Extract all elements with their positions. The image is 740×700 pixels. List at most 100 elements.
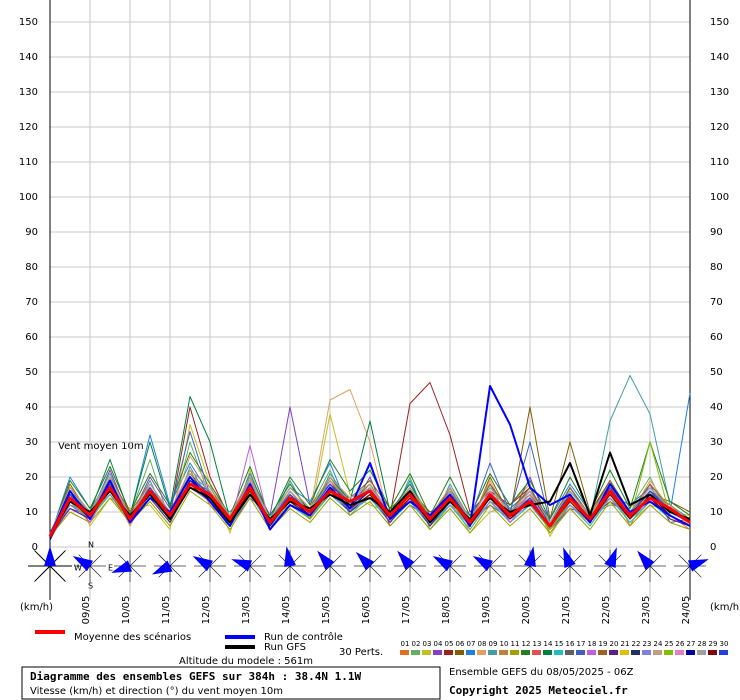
legend-label: 27 xyxy=(687,640,696,648)
wind-arrow xyxy=(231,559,253,572)
legend-swatch xyxy=(510,650,519,655)
wind-arrow xyxy=(151,560,173,575)
x-tick-label: 22/05 xyxy=(601,596,612,625)
x-tick-label: 17/05 xyxy=(401,596,412,625)
y-tick-label: 50 xyxy=(25,367,38,378)
legend-label: 02 xyxy=(412,640,421,648)
wind-ray xyxy=(129,565,142,578)
legend-swatch xyxy=(609,650,618,655)
legend-label: 17 xyxy=(577,640,586,648)
y-tick-label: 130 xyxy=(710,87,729,98)
y-tick-label: 30 xyxy=(710,437,723,448)
compass-label: W xyxy=(74,564,82,573)
y-tick-label: 80 xyxy=(25,262,38,273)
y-tick-label: 150 xyxy=(710,17,729,28)
x-tick-label: 14/05 xyxy=(281,596,292,625)
y-unit: (km/h) xyxy=(710,602,740,613)
wind-arrow xyxy=(111,560,133,573)
legend-label: 13 xyxy=(533,640,542,648)
wind-ray xyxy=(609,565,622,578)
wind-ray xyxy=(89,565,102,578)
wind-arrow xyxy=(317,550,335,570)
x-tick-label: 16/05 xyxy=(361,596,372,625)
legend-label: 07 xyxy=(467,640,476,648)
wind-ray xyxy=(558,565,571,578)
legend-label: Run de contrôle xyxy=(264,631,343,643)
y-tick-label: 60 xyxy=(25,332,38,343)
y-tick-label: 40 xyxy=(25,402,38,413)
legend-label: 30 xyxy=(720,640,729,648)
x-tick-label: 21/05 xyxy=(561,596,572,625)
legend-label: 26 xyxy=(676,640,685,648)
copyright: Copyright 2025 Meteociel.fr xyxy=(449,684,628,697)
y-tick-label: 0 xyxy=(32,542,38,553)
legend-swatch xyxy=(719,650,728,655)
wind-arrow xyxy=(44,546,56,566)
x-tick-label: 09/05 xyxy=(81,596,92,625)
series-line xyxy=(48,482,691,538)
legend-label: 01 xyxy=(401,640,410,648)
legend-swatch xyxy=(675,650,684,655)
legend-label: 04 xyxy=(434,640,443,648)
legend-swatch xyxy=(521,650,530,655)
legend-label: Moyenne des scénarios xyxy=(74,631,191,643)
legend-swatch xyxy=(631,650,640,655)
wind-arrow xyxy=(72,556,93,572)
x-tick-label: 18/05 xyxy=(441,596,452,625)
wind-arrow xyxy=(432,556,453,572)
wind-ray xyxy=(649,565,662,578)
wind-ray xyxy=(129,554,142,567)
x-tick-label: 20/05 xyxy=(521,596,532,625)
title-box xyxy=(21,666,441,700)
legend-label: 18 xyxy=(588,640,597,648)
wind-ray xyxy=(329,565,342,578)
x-tick-label: 11/05 xyxy=(161,596,172,625)
wind-ray xyxy=(249,554,262,567)
y-tick-label: 110 xyxy=(710,157,729,168)
legend-label: 15 xyxy=(555,640,564,648)
wind-ray xyxy=(569,565,582,578)
wind-arrow xyxy=(604,547,617,569)
x-tick-label: 12/05 xyxy=(201,596,212,625)
y-tick-label: 70 xyxy=(25,297,38,308)
y-tick-label: 140 xyxy=(19,52,38,63)
legend-swatch xyxy=(708,650,717,655)
x-tick-label: 23/05 xyxy=(641,596,652,625)
legend-swatch xyxy=(488,650,497,655)
legend-label: 14 xyxy=(544,640,553,648)
y-tick-label: 50 xyxy=(710,367,723,378)
y-tick-label: 10 xyxy=(25,507,38,518)
wind-arrow xyxy=(397,550,415,570)
legend-label: 16 xyxy=(566,640,575,648)
y-tick-label: 90 xyxy=(710,227,723,238)
legend-label: 20 xyxy=(610,640,619,648)
y-tick-label: 150 xyxy=(19,17,38,28)
legend-label: 22 xyxy=(632,640,641,648)
wind-ray xyxy=(678,554,691,567)
wind-arrow xyxy=(637,550,655,570)
y-tick-label: 90 xyxy=(25,227,38,238)
y-tick-label: 100 xyxy=(19,192,38,203)
x-tick-label: 15/05 xyxy=(321,596,332,625)
legend-label: 11 xyxy=(511,640,520,648)
wind-ray xyxy=(529,565,542,578)
x-tick-label: 10/05 xyxy=(121,596,132,625)
legend-swatch xyxy=(444,650,453,655)
altitude: Altitude du modele : 561m xyxy=(179,656,313,667)
wind-ray xyxy=(169,554,182,567)
wind-ray xyxy=(38,565,51,578)
wind-ray xyxy=(209,565,222,578)
series-line xyxy=(49,473,691,537)
y-tick-label: 70 xyxy=(710,297,723,308)
y-tick-label: 130 xyxy=(19,87,38,98)
wind-ray xyxy=(518,565,531,578)
wind-ray xyxy=(409,565,422,578)
compass-label: E xyxy=(108,564,113,573)
legend-label: 09 xyxy=(489,640,498,648)
legend-label: 19 xyxy=(599,640,608,648)
y-unit: (km/h) xyxy=(20,602,53,613)
y-tick-label: 20 xyxy=(25,472,38,483)
x-tick-label: 19/05 xyxy=(481,596,492,625)
legend-swatch xyxy=(433,650,442,655)
